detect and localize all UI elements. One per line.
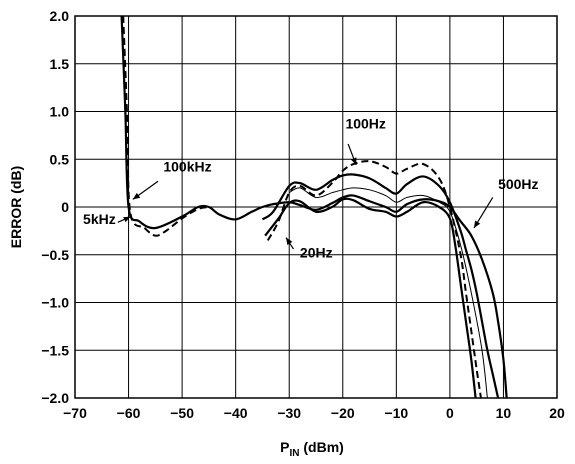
y-tick-label: 0.5	[50, 151, 70, 167]
x-tick-label: −20	[331, 405, 355, 421]
annotations: 100kHz 5kHz 100Hz 500Hz 20Hz	[83, 116, 539, 261]
annotation-label: 500Hz	[498, 176, 538, 192]
arrowhead-icon	[350, 157, 357, 165]
y-axis-label: ERROR (dB)	[8, 166, 24, 248]
y-tick-label: 1.5	[50, 56, 70, 72]
arrowhead-icon	[286, 237, 293, 246]
x-tick-label: −70	[63, 405, 87, 421]
annotation-label: 100kHz	[163, 159, 211, 175]
y-tick-label: 0	[61, 199, 69, 215]
x-tick-label: −40	[224, 405, 248, 421]
annotation-label: 20Hz	[300, 245, 333, 261]
y-tick-label: −0.5	[41, 247, 69, 263]
x-tick-label: −50	[170, 405, 194, 421]
y-tick-label: 1.0	[50, 104, 70, 120]
x-tick-label: 20	[549, 405, 565, 421]
x-tick-label: −10	[384, 405, 408, 421]
x-axis-label-unit: (dBm)	[300, 439, 344, 455]
series-line	[122, 16, 210, 237]
tick-labels: −70 −60 −50 −40 −30 −20 −10 0 10 20 −2.0 −1.5 −1.0 −0…	[41, 8, 565, 421]
arrowhead-icon	[132, 192, 141, 200]
arrowhead-icon	[123, 216, 131, 223]
series-line	[261, 173, 500, 398]
y-tick-label: −1.5	[41, 342, 69, 358]
x-tick-label: 0	[446, 405, 454, 421]
series-group	[120, 16, 508, 398]
x-axis-label: PIN (dBm)	[280, 439, 344, 459]
annotation-label: 100Hz	[345, 116, 385, 132]
x-axis-label-main: P	[280, 439, 289, 455]
y-tick-label: −1.0	[41, 295, 69, 311]
x-axis-label-subscript: IN	[290, 448, 300, 459]
series-line	[120, 16, 508, 398]
x-tick-label: 10	[496, 405, 512, 421]
series-line	[264, 197, 477, 398]
y-tick-label: −2.0	[41, 390, 69, 406]
series-line	[266, 160, 482, 398]
annotation-label: 5kHz	[83, 211, 116, 227]
x-tick-label: −60	[117, 405, 141, 421]
y-tick-label: 2.0	[50, 8, 70, 24]
x-tick-label: −30	[277, 405, 301, 421]
plot-frame	[74, 15, 558, 399]
series-line	[288, 187, 488, 398]
arrowhead-icon	[473, 220, 481, 229]
